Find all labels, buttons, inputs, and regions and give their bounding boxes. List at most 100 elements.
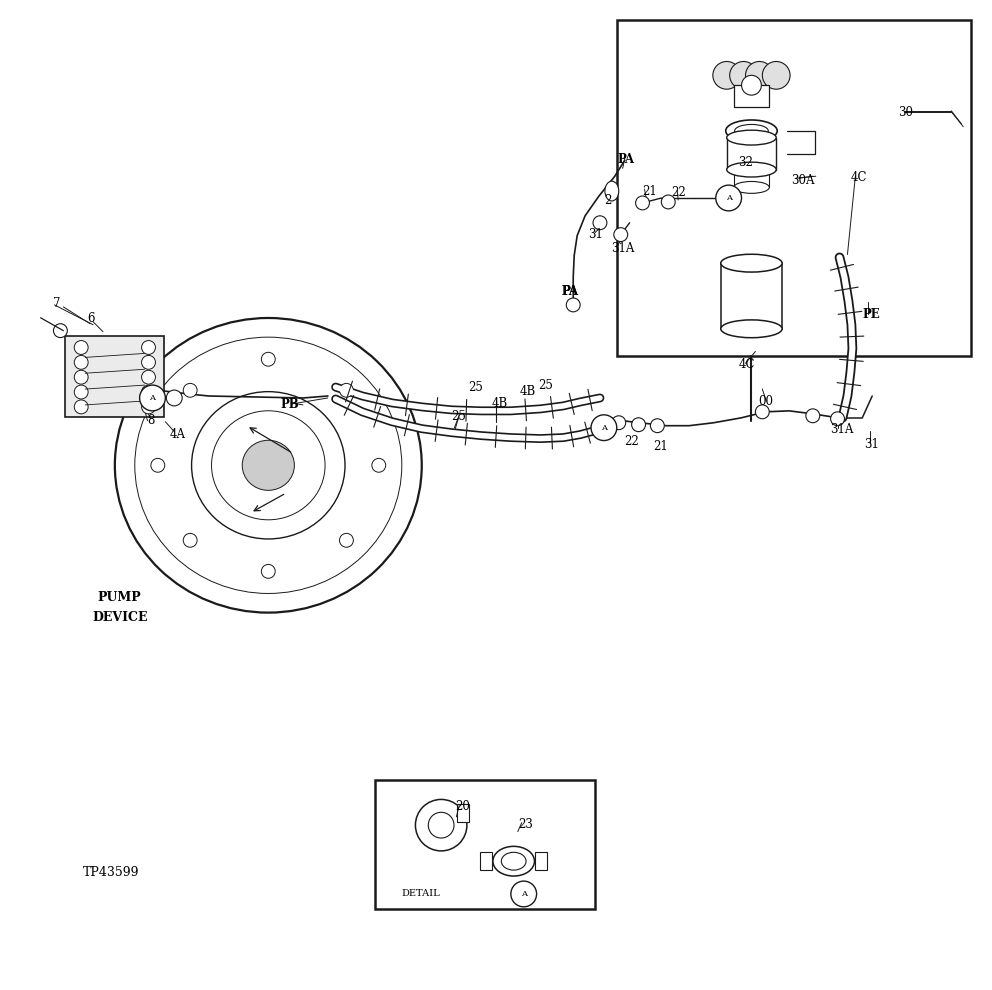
Circle shape <box>416 800 467 851</box>
Text: 4B: 4B <box>492 397 508 411</box>
Ellipse shape <box>605 181 619 201</box>
Text: PUMP: PUMP <box>97 591 141 605</box>
Circle shape <box>142 355 156 369</box>
Text: A: A <box>150 394 156 402</box>
Text: 6: 6 <box>87 312 94 326</box>
Circle shape <box>261 352 275 366</box>
Circle shape <box>140 385 166 411</box>
Circle shape <box>167 390 183 406</box>
Circle shape <box>713 61 741 89</box>
Circle shape <box>339 383 353 397</box>
Circle shape <box>261 564 275 578</box>
Circle shape <box>830 412 844 426</box>
Text: 2: 2 <box>604 194 611 208</box>
Text: 20: 20 <box>455 800 470 814</box>
Circle shape <box>806 409 819 423</box>
Circle shape <box>142 400 156 414</box>
Circle shape <box>74 370 88 384</box>
Text: PA: PA <box>561 284 578 298</box>
Ellipse shape <box>135 338 402 593</box>
Circle shape <box>142 370 156 384</box>
Text: 4B: 4B <box>520 384 536 398</box>
Text: 25: 25 <box>539 378 554 392</box>
Circle shape <box>74 355 88 369</box>
Circle shape <box>612 416 626 430</box>
Circle shape <box>566 298 580 312</box>
Text: 22: 22 <box>672 185 686 199</box>
Circle shape <box>636 196 650 210</box>
Text: 31A: 31A <box>611 242 634 255</box>
Text: 4C: 4C <box>739 357 755 371</box>
Text: 00: 00 <box>758 395 774 409</box>
Text: A: A <box>601 424 607 432</box>
Text: PA: PA <box>561 284 578 298</box>
Ellipse shape <box>501 852 526 870</box>
Circle shape <box>511 881 537 907</box>
Circle shape <box>742 75 761 95</box>
Text: 31: 31 <box>864 438 879 451</box>
Bar <box>617 20 971 356</box>
Ellipse shape <box>727 130 776 145</box>
Ellipse shape <box>242 441 295 490</box>
Circle shape <box>429 812 454 838</box>
Circle shape <box>372 458 386 472</box>
Text: 25: 25 <box>468 380 483 394</box>
Text: 21: 21 <box>654 440 669 453</box>
Text: 22: 22 <box>624 435 639 448</box>
Bar <box>721 263 782 329</box>
Ellipse shape <box>115 318 422 613</box>
Ellipse shape <box>191 392 345 539</box>
Circle shape <box>74 400 88 414</box>
Circle shape <box>614 228 628 242</box>
Text: PE: PE <box>862 308 880 322</box>
Circle shape <box>662 195 676 209</box>
Ellipse shape <box>721 254 782 272</box>
Text: 32: 32 <box>739 155 754 169</box>
Ellipse shape <box>493 846 535 876</box>
Bar <box>734 167 769 187</box>
Ellipse shape <box>211 411 325 520</box>
Bar <box>65 336 165 417</box>
Circle shape <box>746 61 773 89</box>
Bar <box>480 852 492 870</box>
Circle shape <box>184 534 197 547</box>
Circle shape <box>591 415 617 441</box>
Text: PB: PB <box>280 398 299 412</box>
Text: 4A: 4A <box>170 428 186 442</box>
Circle shape <box>716 185 741 211</box>
Circle shape <box>54 324 67 338</box>
Circle shape <box>730 61 758 89</box>
Circle shape <box>593 216 607 230</box>
Circle shape <box>142 385 156 399</box>
Bar <box>734 85 769 107</box>
Circle shape <box>74 341 88 354</box>
Circle shape <box>339 534 353 547</box>
Bar <box>536 852 548 870</box>
Circle shape <box>722 191 736 205</box>
Circle shape <box>755 405 769 419</box>
Text: PA: PA <box>618 152 635 166</box>
Ellipse shape <box>721 320 782 338</box>
Text: 21: 21 <box>643 184 658 198</box>
Text: 25: 25 <box>451 410 466 424</box>
Text: 8: 8 <box>148 414 155 428</box>
Ellipse shape <box>735 125 768 138</box>
Text: DETAIL: DETAIL <box>401 889 439 899</box>
Ellipse shape <box>726 120 777 142</box>
Text: 4C: 4C <box>850 170 867 184</box>
Ellipse shape <box>727 162 776 177</box>
Text: A: A <box>521 890 527 898</box>
Circle shape <box>142 341 156 354</box>
Text: 30A: 30A <box>791 173 814 187</box>
Bar <box>457 804 469 822</box>
Text: 31A: 31A <box>830 423 854 437</box>
Text: TP43599: TP43599 <box>83 865 140 879</box>
Circle shape <box>184 383 197 397</box>
Text: DEVICE: DEVICE <box>92 611 148 625</box>
Circle shape <box>74 385 88 399</box>
Text: A: A <box>726 194 732 202</box>
Ellipse shape <box>734 181 769 193</box>
Text: 31: 31 <box>588 228 603 242</box>
Bar <box>375 780 595 909</box>
Circle shape <box>651 419 665 433</box>
